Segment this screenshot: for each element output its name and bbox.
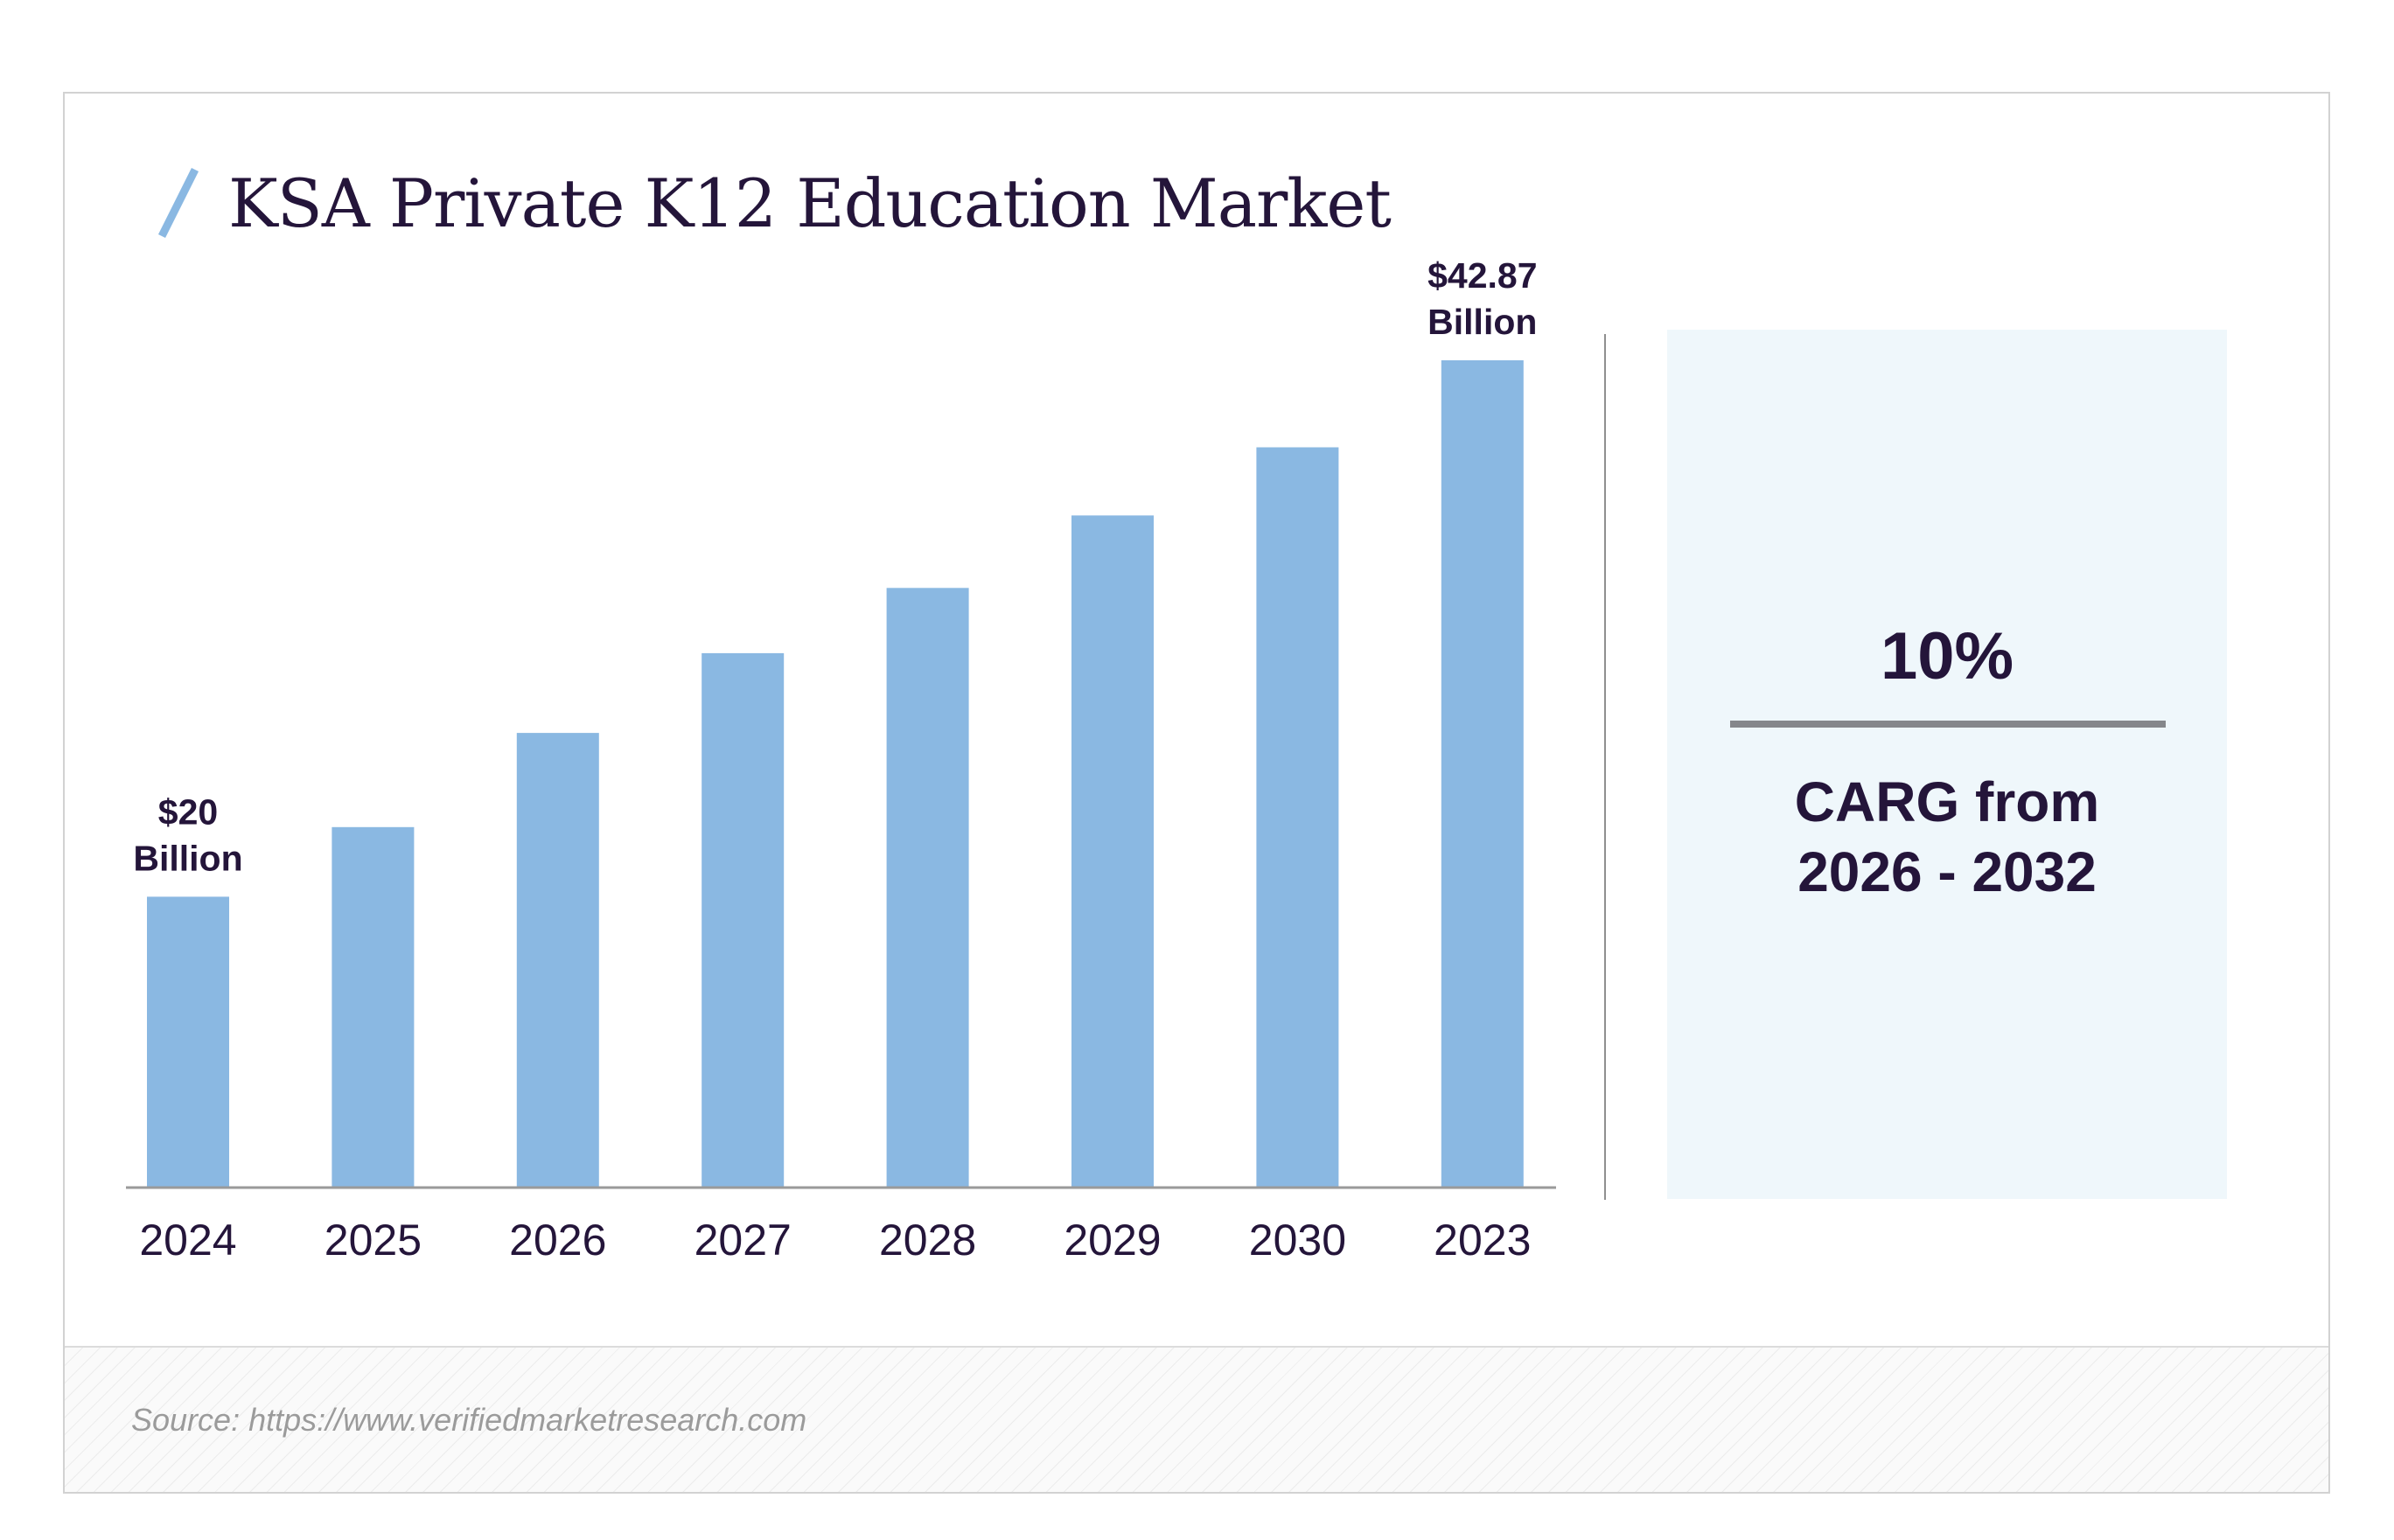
bar-chart: 2024 2025 2026 2027 2028 2029 2030 2023 $20 Billi… <box>126 255 1556 1265</box>
x-tick-label-2029: 2029 <box>1064 1216 1161 1265</box>
title-row: KSA Private K12 Education Market <box>157 146 1392 260</box>
bar-2025 <box>332 826 415 1187</box>
cagr-rule <box>1730 721 2166 728</box>
footer: Source: https://www.verifiedmarketresear… <box>65 1346 2328 1492</box>
data-label-2023-line1: $42.87 <box>1427 255 1537 296</box>
vertical-divider <box>1604 334 1606 1200</box>
bar-2023 <box>1441 360 1524 1187</box>
bar-2026 <box>516 733 599 1187</box>
chart-card: KSA Private K12 Education Market 2024 202… <box>63 92 2330 1494</box>
chart-title: KSA Private K12 Education Market <box>228 164 1392 242</box>
bar-2028 <box>886 588 969 1187</box>
x-tick-label-2023: 2023 <box>1434 1216 1531 1265</box>
bar-2024 <box>147 896 229 1187</box>
cagr-caption: CARG from 2026 - 2032 <box>1667 767 2227 907</box>
slash-accent-icon <box>157 167 199 239</box>
x-tick-label-2030: 2030 <box>1249 1216 1346 1265</box>
x-tick-label-2027: 2027 <box>694 1216 792 1265</box>
bar-2030 <box>1256 447 1339 1187</box>
x-tick-label-2026: 2026 <box>509 1216 606 1265</box>
source-text: Source: https://www.verifiedmarketresear… <box>131 1402 807 1438</box>
data-label-2024-line2: Billion <box>133 838 242 878</box>
bar-2029 <box>1071 515 1154 1187</box>
cagr-caption-line2: 2026 - 2032 <box>1797 840 2097 903</box>
data-label-2024-line1: $20 <box>158 791 218 832</box>
bar-2027 <box>701 652 785 1187</box>
x-tick-label-2028: 2028 <box>879 1216 976 1265</box>
cagr-value: 10% <box>1880 619 2014 693</box>
x-tick-label-2024: 2024 <box>139 1216 236 1265</box>
cagr-panel: 10% CARG from 2026 - 2032 <box>1667 330 2227 1199</box>
cagr-caption-line1: CARG from <box>1794 770 2100 833</box>
x-tick-label-2025: 2025 <box>325 1216 422 1265</box>
data-label-2023-line2: Billion <box>1427 302 1537 342</box>
